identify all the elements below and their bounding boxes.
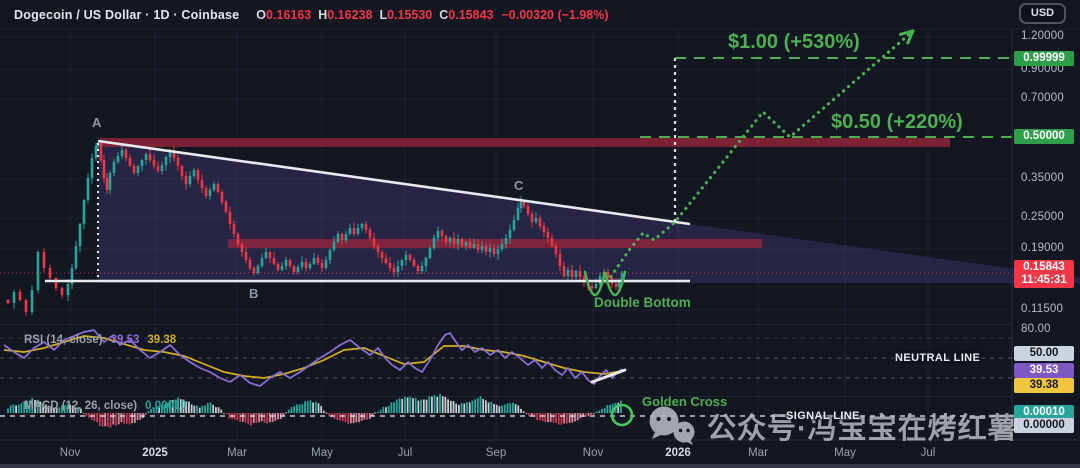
- price-axis-badge: 0.00010: [1014, 404, 1074, 420]
- price-axis-label: 0.70000: [1021, 92, 1064, 104]
- price-axis-label: 80.00: [1021, 323, 1051, 335]
- macd-legend[interactable]: MACD (12, 26, close) 0.00010: [24, 400, 187, 412]
- price-axis-label: 0.35000: [1021, 172, 1064, 184]
- rsi-line: [3, 329, 623, 387]
- price-axis-badge: 39.38: [1014, 377, 1074, 393]
- price-axis-label: 0.11500: [1021, 303, 1064, 315]
- ohlc-key: L: [379, 7, 388, 22]
- price-axis-badge: 39.53: [1014, 362, 1074, 378]
- price-axis[interactable]: 1.20000 0.90000 0.70000 0.35000 0.25000 0.190…: [1012, 29, 1080, 440]
- price-axis-label: 0.90000: [1021, 63, 1064, 75]
- macd-legend-name: MACD (12, 26, close): [24, 400, 138, 412]
- double-bottom-pattern: [583, 270, 627, 297]
- rsi-value: 39.53: [110, 334, 140, 346]
- time-axis-label: Nov: [582, 447, 604, 459]
- price-axis-badge: 50.00: [1014, 345, 1074, 361]
- golden-cross-circle: [610, 403, 634, 427]
- double-bottom-label[interactable]: Double Bottom: [594, 295, 691, 310]
- chart-header: Dogecoin / US Dollar · 1D · Coinbase O 0.…: [0, 0, 1080, 29]
- descending-trendline: [97, 139, 691, 226]
- target-label-50-cent[interactable]: $0.50 (+220%): [831, 111, 963, 133]
- time-axis-label: Mar: [227, 447, 247, 459]
- ohlc-value: 0.16163: [266, 7, 312, 22]
- ohlc-value: 0.15530: [387, 7, 433, 22]
- point-marker-a: A: [92, 115, 102, 130]
- change-value: −0.00320 (−1.98%): [501, 7, 609, 22]
- time-axis-label: May: [834, 447, 856, 459]
- symbol-title[interactable]: Dogecoin / US Dollar · 1D · Coinbase: [14, 7, 240, 22]
- wechat-icon: [649, 406, 695, 445]
- price-axis-badge: 0.00000: [1014, 417, 1074, 433]
- ohlc-value: 0.16238: [327, 7, 373, 22]
- watermark: 公众号·冯宝宝在烤红薯: [645, 405, 1018, 447]
- time-axis[interactable]: Nov 2025 Mar May Jul Sep Nov 2026 Mar May Jul: [0, 440, 1080, 468]
- bottom-scroll-strip: [0, 464, 1080, 468]
- price-axis-label: 0.25000: [1021, 211, 1064, 223]
- resistance-zone: [100, 138, 950, 147]
- price-axis-badge: 0.99999: [1014, 50, 1074, 66]
- time-axis-label: Jul: [920, 447, 936, 459]
- golden-cross-label[interactable]: Golden Cross: [642, 394, 728, 409]
- point-marker-c: C: [514, 178, 524, 193]
- ohlc-key: C: [439, 7, 449, 22]
- ohlc-key: H: [318, 7, 328, 22]
- price-axis-label: 0.19000: [1021, 242, 1064, 254]
- rsi-mini-trendline: [590, 368, 627, 384]
- time-axis-label: 2026: [665, 447, 691, 459]
- ohlc-key: O: [256, 7, 267, 22]
- ohlc-values: O 0.16163 H 0.16238 L 0.15530 C 0.15843: [249, 8, 493, 22]
- time-axis-label: Nov: [59, 447, 81, 459]
- price-axis-label: 1.20000: [1021, 30, 1064, 42]
- point-marker-b: B: [249, 286, 259, 301]
- time-axis-label: Mar: [748, 447, 768, 459]
- rsi-ma-value: 39.38: [147, 334, 177, 346]
- projection-arrowhead: [906, 29, 915, 45]
- target-label-1-dollar[interactable]: $1.00 (+530%): [728, 31, 860, 53]
- time-axis-label: May: [311, 447, 333, 459]
- time-axis-label: Sep: [485, 447, 507, 459]
- rsi-legend-name: RSI (14, close): [24, 334, 103, 346]
- rsi-legend[interactable]: RSI (14, close) 39.53 39.38: [24, 334, 176, 346]
- resistance-zone: [228, 239, 762, 248]
- time-axis-label: Jul: [397, 447, 413, 459]
- signal-line-label[interactable]: SIGNAL LINE: [786, 410, 860, 422]
- currency-toggle-button[interactable]: USD: [1019, 3, 1066, 24]
- projection-arrowhead: [898, 29, 915, 36]
- price-axis-badge: 0.15843 11:45:31: [1014, 260, 1074, 288]
- neutral-line-label[interactable]: NEUTRAL LINE: [895, 352, 981, 364]
- ohlc-value: 0.15843: [448, 7, 494, 22]
- time-axis-label: 2025: [142, 447, 168, 459]
- watermark-text: 公众号·冯宝宝在烤红薯: [707, 413, 1018, 445]
- macd-value: 0.00010: [145, 400, 187, 412]
- price-axis-badge: 0.50000: [1014, 128, 1074, 144]
